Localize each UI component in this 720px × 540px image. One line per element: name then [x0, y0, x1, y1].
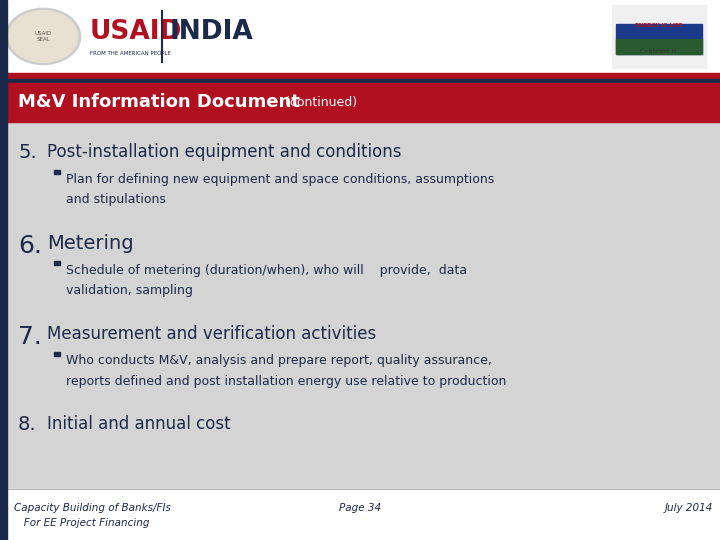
Text: Initial and annual cost: Initial and annual cost	[47, 415, 230, 433]
Bar	[7, 122, 720, 489]
Text: Metering: Metering	[47, 234, 133, 253]
Text: July 2014: July 2014	[665, 503, 713, 513]
Bar	[54, 170, 60, 174]
Text: Measurement and verification activities: Measurement and verification activities	[47, 325, 376, 342]
Text: 8.: 8.	[18, 415, 37, 434]
Bar	[616, 24, 702, 54]
Text: For EE Project Financing: For EE Project Financing	[14, 518, 150, 528]
Text: reports defined and post installation energy use relative to production: reports defined and post installation en…	[66, 375, 507, 388]
Text: ENERGY IS LIFE: ENERGY IS LIFE	[635, 23, 683, 28]
Circle shape	[6, 8, 81, 64]
Bar	[7, 0, 720, 73]
Text: INDIA: INDIA	[169, 19, 253, 45]
Bar	[7, 489, 720, 540]
Bar	[7, 73, 720, 79]
Text: Post-installation equipment and conditions: Post-installation equipment and conditio…	[47, 143, 401, 161]
Bar	[7, 83, 720, 122]
Text: USAID
SEAL: USAID SEAL	[35, 31, 52, 42]
Text: Capacity Building of Banks/FIs: Capacity Building of Banks/FIs	[14, 503, 171, 513]
Bar	[54, 352, 60, 356]
Text: M&V Information Document: M&V Information Document	[18, 93, 300, 111]
Bar	[616, 39, 702, 54]
Circle shape	[9, 10, 78, 62]
Text: (continued): (continued)	[281, 96, 357, 109]
Text: Who conducts M&V, analysis and prepare report, quality assurance,: Who conducts M&V, analysis and prepare r…	[66, 354, 492, 367]
Bar	[0, 0, 7, 540]
Bar	[54, 261, 60, 265]
Text: FROM THE AMERICAN PEOPLE: FROM THE AMERICAN PEOPLE	[90, 51, 171, 56]
Text: USAID: USAID	[90, 19, 182, 45]
Text: C+NSERVE IT: C+NSERVE IT	[640, 49, 678, 54]
Text: 5.: 5.	[18, 143, 37, 162]
Bar	[7, 79, 720, 83]
Text: 6.: 6.	[18, 234, 42, 258]
Text: Page 34: Page 34	[339, 503, 381, 513]
Text: Plan for defining new equipment and space conditions, assumptions: Plan for defining new equipment and spac…	[66, 173, 495, 186]
Text: and stipulations: and stipulations	[66, 193, 166, 206]
Text: Schedule of metering (duration/when), who will    provide,  data: Schedule of metering (duration/when), wh…	[66, 264, 467, 276]
Text: 7.: 7.	[18, 325, 42, 348]
Bar	[612, 5, 706, 68]
Text: validation, sampling: validation, sampling	[66, 284, 193, 297]
